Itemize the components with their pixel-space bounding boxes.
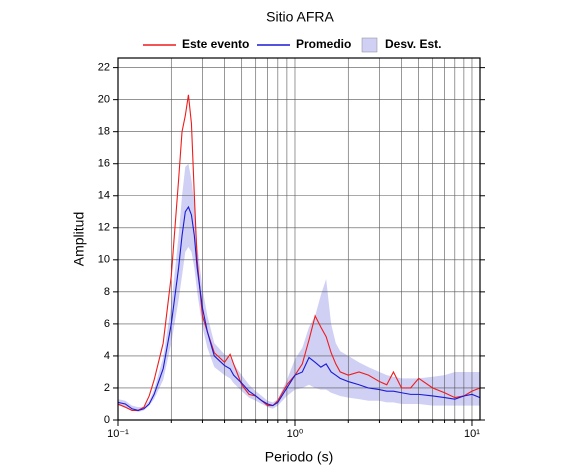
- y-tick-label: 22: [98, 62, 110, 74]
- legend-label: Desv. Est.: [385, 37, 441, 51]
- y-tick-label: 8: [104, 286, 110, 298]
- y-tick-label: 0: [104, 414, 110, 426]
- legend-label: Este evento: [182, 37, 249, 51]
- y-tick-label: 18: [98, 126, 110, 138]
- y-tick-label: 2: [104, 382, 110, 394]
- y-axis-label: Amplitud: [71, 212, 87, 266]
- legend-label: Promedio: [296, 37, 351, 51]
- y-tick-label: 4: [104, 350, 110, 362]
- series-line: [117, 94, 481, 411]
- y-tick-label: 14: [98, 190, 110, 202]
- y-tick-label: 16: [98, 158, 110, 170]
- x-axis-label: Periodo (s): [265, 449, 333, 465]
- y-tick-label: 20: [98, 94, 110, 106]
- y-tick-label: 10: [98, 254, 110, 266]
- x-tick-label: 10¹: [464, 428, 480, 440]
- series-line: [117, 205, 481, 411]
- y-tick-label: 12: [98, 222, 110, 234]
- chart-title: Sitio AFRA: [266, 9, 334, 25]
- x-tick-label: 10⁻¹: [107, 428, 129, 440]
- x-tick-label: 10⁰: [287, 428, 304, 440]
- plot-frame: [117, 57, 481, 421]
- y-tick-label: 6: [104, 318, 110, 330]
- legend-swatch: [361, 37, 378, 53]
- std-band: [118, 163, 480, 412]
